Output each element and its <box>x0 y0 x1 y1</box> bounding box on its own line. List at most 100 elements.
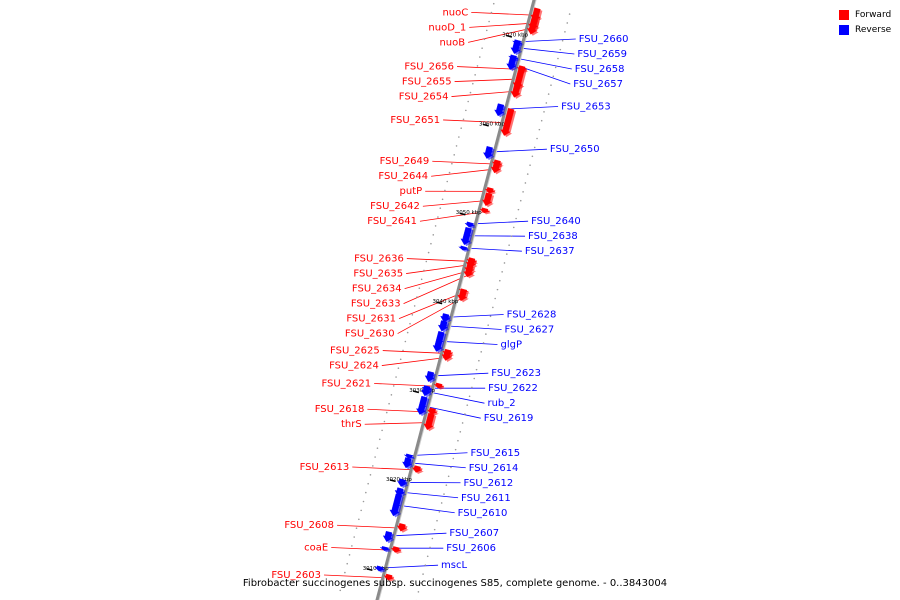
tick-mark <box>366 568 373 572</box>
dot-right <box>390 394 393 396</box>
gene-label: glgP <box>500 340 522 351</box>
gene-arrow <box>423 412 435 431</box>
gene-label: FSU_2618 <box>315 404 365 415</box>
dot-right <box>485 29 488 32</box>
dot-left <box>424 564 427 566</box>
dot-left <box>526 173 529 175</box>
dot-left <box>466 404 469 406</box>
label-connector <box>443 119 511 124</box>
dot-left <box>501 271 503 273</box>
gene-arrow <box>402 457 413 469</box>
dot-left <box>566 22 569 24</box>
tick-mark <box>412 390 420 394</box>
dot-left <box>454 448 457 451</box>
dot-right <box>432 234 435 236</box>
gene-label: nuoB <box>439 37 465 48</box>
gene-label: FSU_2644 <box>378 171 428 182</box>
dot-left <box>422 573 424 575</box>
dot-left <box>505 253 508 255</box>
gene-label: FSU_2660 <box>579 34 629 45</box>
gene-label: FSU_2650 <box>550 144 600 155</box>
gene-label: FSU_2630 <box>345 329 395 340</box>
dot-left <box>464 413 466 415</box>
gene-label: FSU_2606 <box>446 543 496 554</box>
gene-arrow <box>433 382 444 389</box>
dot-left <box>478 359 480 362</box>
gene-label: FSU_2658 <box>575 64 625 75</box>
dot-right <box>406 331 409 334</box>
dot-right <box>346 562 349 565</box>
gene-label: FSU_2659 <box>577 49 627 60</box>
dot-left <box>559 48 562 51</box>
dot-left <box>499 279 501 282</box>
dot-left <box>515 217 517 220</box>
dot-left <box>461 422 464 424</box>
dot-right <box>446 180 449 183</box>
legend-forward: Forward <box>839 10 891 20</box>
dot-right <box>460 127 462 129</box>
gene-arrow <box>500 107 515 136</box>
gene-arrow <box>460 226 472 246</box>
dot-left <box>538 128 541 131</box>
dot-right <box>462 118 465 121</box>
dot-left <box>436 519 438 522</box>
gene-label: FSU_2623 <box>491 368 541 379</box>
dot-left <box>450 466 452 469</box>
gene-label: FSU_2636 <box>354 254 404 265</box>
gene-label: FSU_2657 <box>573 79 623 90</box>
dot-right <box>455 145 458 147</box>
dot-right <box>353 536 355 538</box>
dot-right <box>378 438 381 441</box>
dot-left <box>533 146 536 149</box>
gene-arrow <box>380 546 390 551</box>
dot-left <box>473 377 476 380</box>
dot-left <box>494 297 496 300</box>
dot-left <box>545 102 548 104</box>
dot-right <box>388 402 390 405</box>
dot-right <box>402 349 404 352</box>
gene-label: FSU_2615 <box>470 448 520 459</box>
dot-left <box>508 244 510 246</box>
label-connector <box>468 26 536 43</box>
dot-left <box>552 75 555 78</box>
tick-label: 3050 kbp <box>456 210 482 216</box>
gene-arrow <box>390 546 402 553</box>
dot-right <box>465 109 467 112</box>
dot-left <box>447 475 450 478</box>
dot-right <box>376 447 379 449</box>
label-connector <box>469 22 537 28</box>
label-connector <box>352 466 420 471</box>
label-connector <box>431 168 499 177</box>
dot-left <box>529 164 531 166</box>
gene-labels: nuoC nuoD_1 nuoB FSU_2656 FSU_2655 FSU_2654 FS… <box>271 7 628 581</box>
dot-right <box>399 358 402 361</box>
gene-arrow <box>457 290 468 302</box>
gene-label: FSU_2640 <box>531 216 581 227</box>
gene-label: FSU_2649 <box>380 156 430 167</box>
dot-left <box>431 537 434 540</box>
dot-left <box>485 333 487 335</box>
gene-arrow <box>510 41 521 54</box>
dot-left <box>438 511 441 513</box>
dot-left <box>429 546 431 549</box>
gene-label: FSU_2603 <box>271 570 321 581</box>
gene-arrow <box>490 162 501 174</box>
dot-left <box>531 155 534 158</box>
tick-label: 3060 kbp <box>479 121 505 127</box>
label-connector <box>419 210 488 222</box>
dot-left <box>568 13 571 15</box>
label-connector <box>471 11 539 16</box>
label-connector <box>324 574 392 579</box>
dot-right <box>441 198 444 201</box>
gene-label: FSU_2611 <box>461 493 511 504</box>
label-connector <box>454 78 522 82</box>
dot-right <box>385 411 388 414</box>
gene-label: nuoD_1 <box>428 22 466 33</box>
dot-left <box>471 386 473 389</box>
gene-arrow <box>416 395 428 415</box>
tick-label: 3070 kbp <box>502 32 528 38</box>
dot-right <box>392 385 395 387</box>
legend-reverse-swatch <box>839 25 849 35</box>
dot-right <box>348 554 351 556</box>
